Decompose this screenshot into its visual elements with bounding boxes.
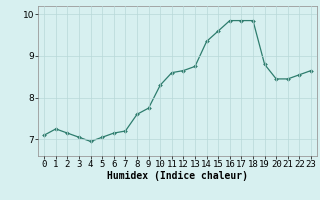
X-axis label: Humidex (Indice chaleur): Humidex (Indice chaleur) [107,171,248,181]
